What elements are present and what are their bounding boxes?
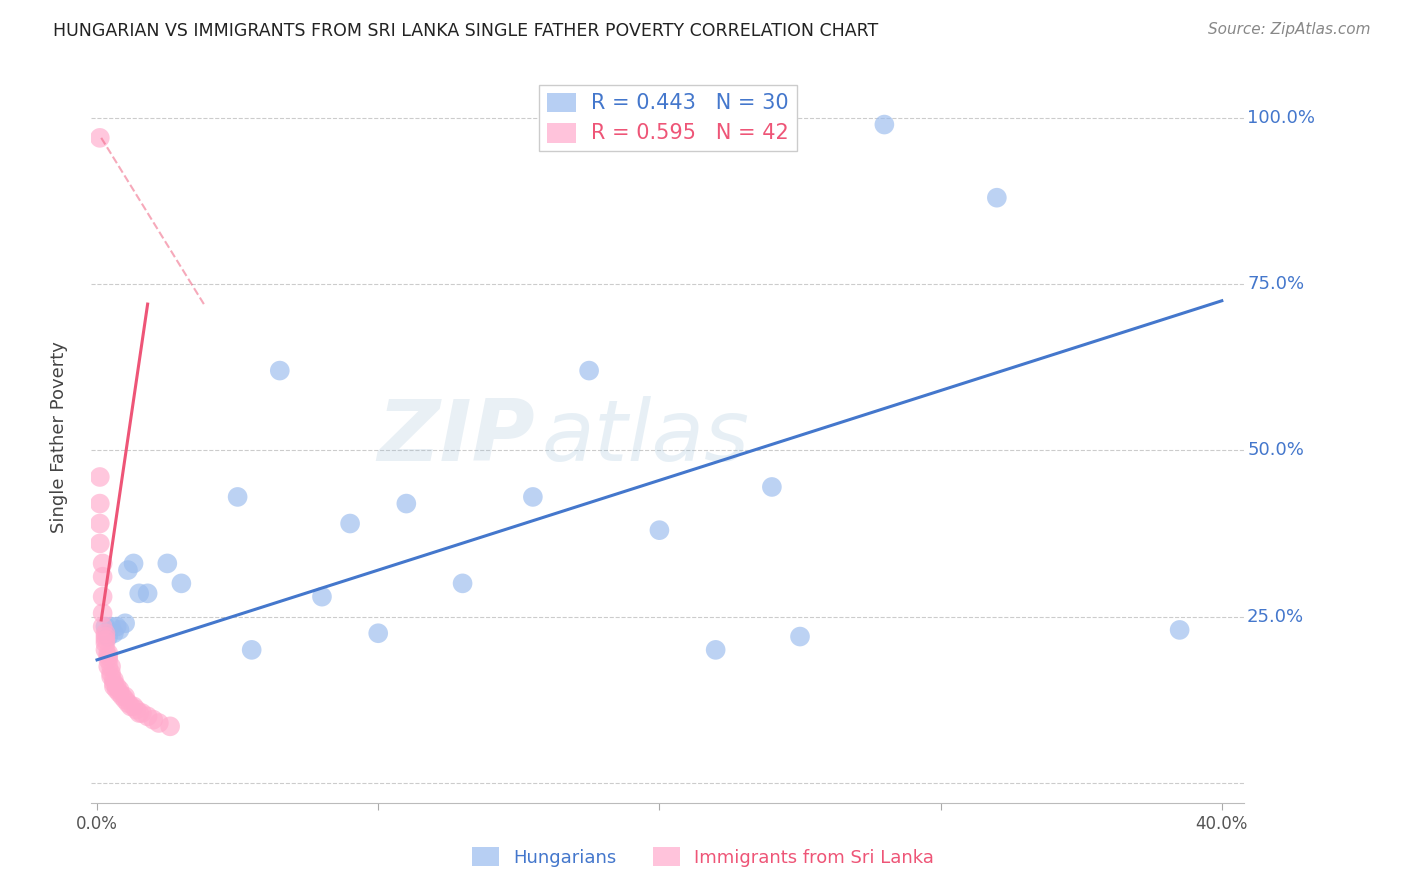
- Point: [103, 673, 125, 687]
- Point: [94, 632, 117, 647]
- Point: [120, 699, 142, 714]
- Point: [94, 626, 117, 640]
- Point: [125, 703, 148, 717]
- Point: [100, 669, 122, 683]
- Point: [100, 659, 122, 673]
- Point: [97, 649, 120, 664]
- Point: [105, 680, 128, 694]
- Point: [578, 363, 600, 377]
- Point: [148, 716, 170, 731]
- Text: Source: ZipAtlas.com: Source: ZipAtlas.com: [1208, 22, 1371, 37]
- Point: [89, 516, 111, 531]
- Point: [94, 630, 117, 644]
- Point: [97, 630, 120, 644]
- Point: [159, 719, 181, 733]
- Point: [117, 696, 139, 710]
- Point: [111, 690, 134, 704]
- Text: ZIP: ZIP: [378, 395, 536, 479]
- Point: [89, 470, 111, 484]
- Text: Single Father Poverty: Single Father Poverty: [51, 341, 67, 533]
- Point: [108, 623, 131, 637]
- Text: atlas: atlas: [541, 395, 749, 479]
- Point: [311, 590, 333, 604]
- Point: [114, 692, 136, 706]
- Point: [142, 713, 165, 727]
- Point: [122, 699, 145, 714]
- Point: [136, 586, 159, 600]
- Legend: R = 0.443   N = 30, R = 0.595   N = 42: R = 0.443 N = 30, R = 0.595 N = 42: [538, 85, 797, 151]
- Point: [103, 676, 125, 690]
- Point: [226, 490, 249, 504]
- Point: [156, 557, 179, 571]
- Point: [103, 680, 125, 694]
- Point: [97, 646, 120, 660]
- Point: [395, 497, 418, 511]
- Point: [89, 131, 111, 145]
- Text: 100.0%: 100.0%: [1247, 109, 1315, 127]
- Point: [122, 557, 145, 571]
- Point: [170, 576, 193, 591]
- Point: [100, 666, 122, 681]
- Point: [94, 619, 117, 633]
- Point: [240, 643, 263, 657]
- Point: [91, 607, 114, 621]
- Point: [94, 643, 117, 657]
- Point: [451, 576, 474, 591]
- Point: [91, 557, 114, 571]
- Point: [108, 682, 131, 697]
- Legend: Hungarians, Immigrants from Sri Lanka: Hungarians, Immigrants from Sri Lanka: [464, 840, 942, 874]
- Point: [114, 690, 136, 704]
- Point: [789, 630, 811, 644]
- Point: [1168, 623, 1191, 637]
- Point: [114, 616, 136, 631]
- Point: [128, 706, 150, 720]
- Point: [761, 480, 783, 494]
- Point: [131, 706, 153, 720]
- Text: 50.0%: 50.0%: [1247, 442, 1303, 459]
- Point: [986, 191, 1008, 205]
- Point: [91, 590, 114, 604]
- Point: [94, 636, 117, 650]
- Point: [105, 682, 128, 697]
- Point: [128, 586, 150, 600]
- Point: [117, 563, 139, 577]
- Point: [367, 626, 389, 640]
- Point: [339, 516, 361, 531]
- Text: 75.0%: 75.0%: [1247, 275, 1305, 293]
- Text: HUNGARIAN VS IMMIGRANTS FROM SRI LANKA SINGLE FATHER POVERTY CORRELATION CHART: HUNGARIAN VS IMMIGRANTS FROM SRI LANKA S…: [53, 22, 879, 40]
- Point: [89, 536, 111, 550]
- Point: [648, 523, 671, 537]
- Point: [522, 490, 544, 504]
- Point: [136, 709, 159, 723]
- Point: [100, 619, 122, 633]
- Text: 25.0%: 25.0%: [1247, 607, 1305, 625]
- Point: [704, 643, 727, 657]
- Point: [103, 626, 125, 640]
- Point: [873, 118, 896, 132]
- Point: [269, 363, 291, 377]
- Point: [91, 570, 114, 584]
- Point: [108, 686, 131, 700]
- Point: [91, 619, 114, 633]
- Point: [97, 659, 120, 673]
- Point: [89, 497, 111, 511]
- Point: [97, 653, 120, 667]
- Point: [105, 619, 128, 633]
